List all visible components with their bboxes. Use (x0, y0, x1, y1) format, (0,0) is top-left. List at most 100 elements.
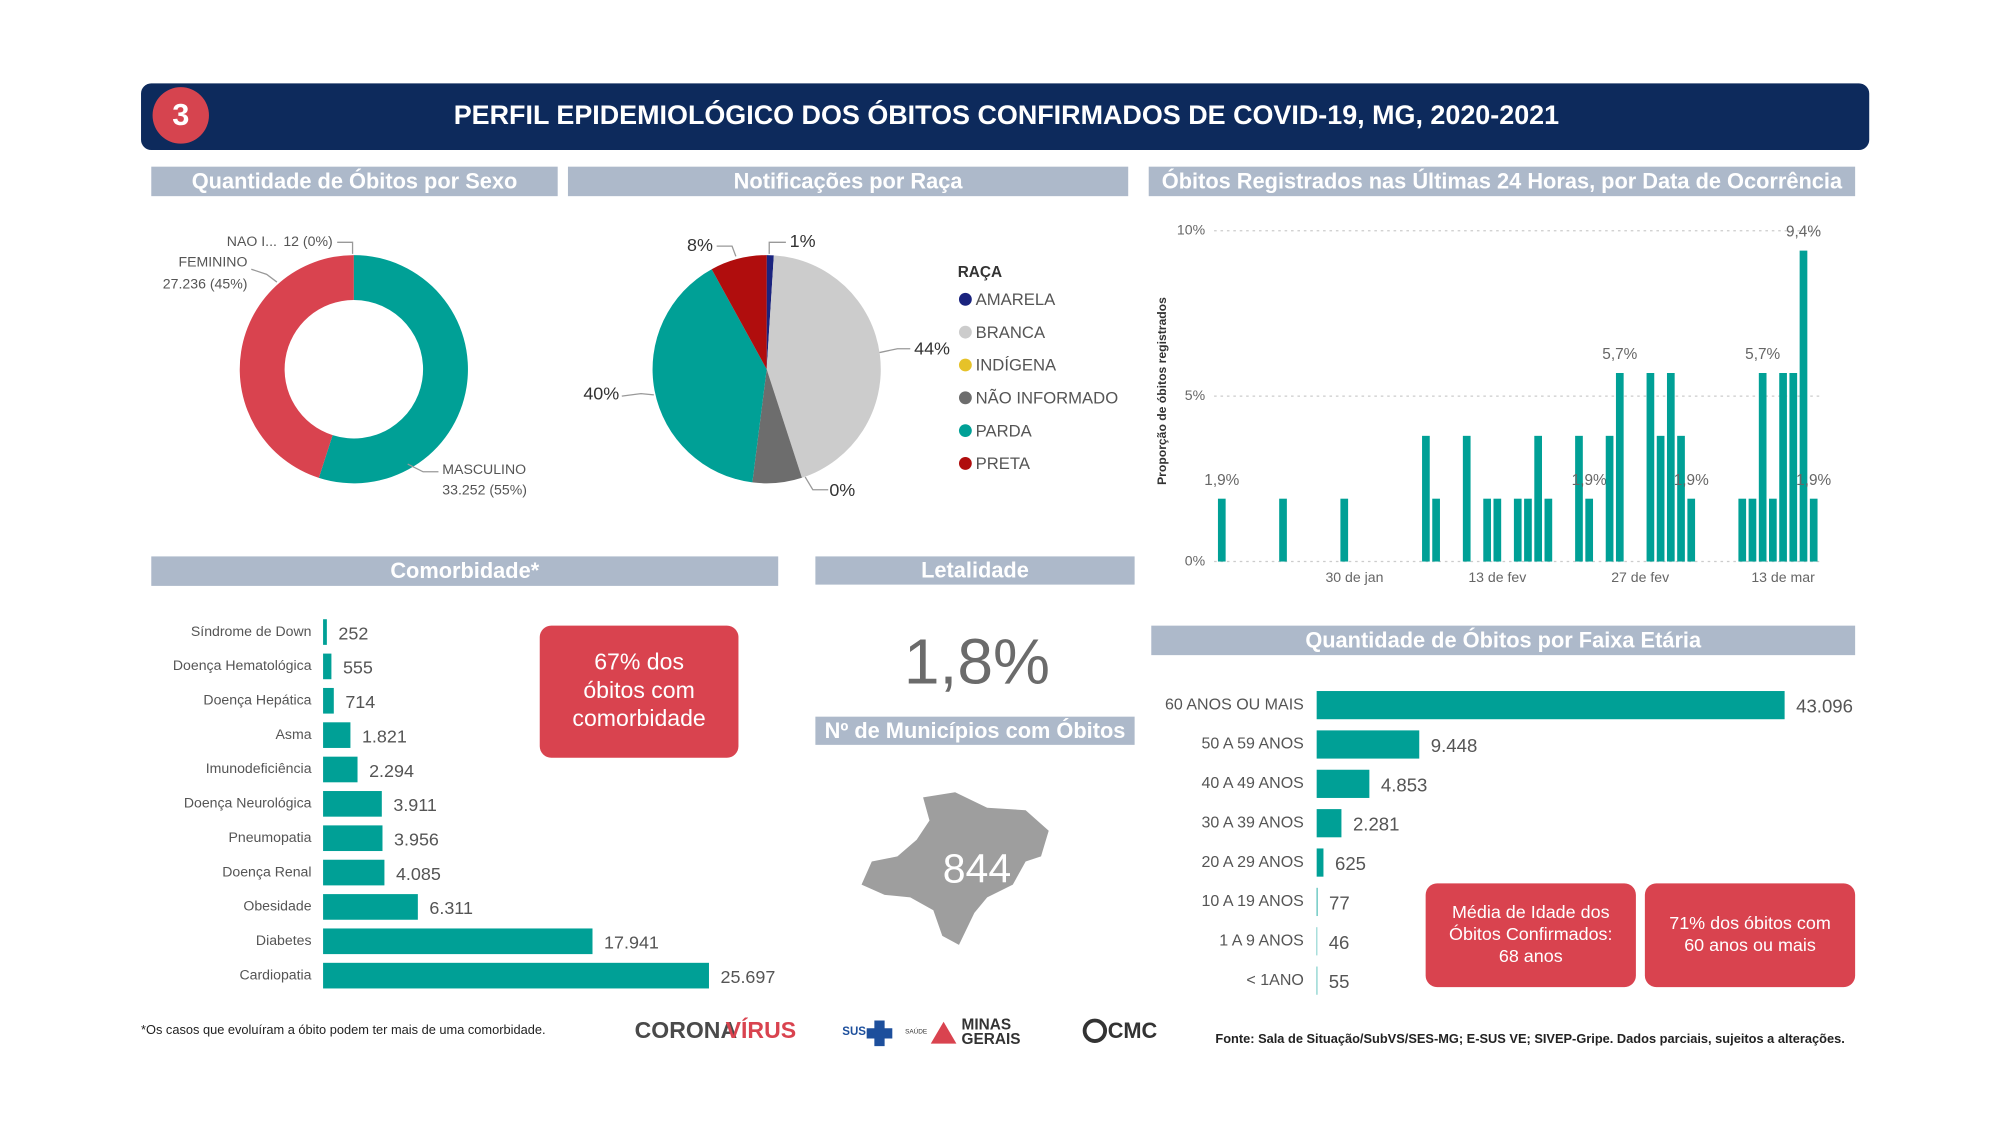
slice-label: 40% (583, 384, 619, 404)
bar (1316, 769, 1370, 798)
callout-box (539, 625, 739, 758)
bar-category: < 1ANO (1246, 971, 1303, 989)
panel-header (815, 556, 1135, 585)
data-label: 9,4% (1786, 224, 1821, 241)
panel-title: Comorbidade* (390, 558, 539, 583)
bar-category: Diabetes (256, 932, 312, 948)
kpi-letalidade: 1,8% (904, 626, 1050, 698)
panel-header (567, 166, 1129, 197)
callout-text: comorbidade (572, 705, 705, 731)
bar-category: Asma (276, 726, 312, 742)
leader-line (407, 463, 439, 473)
callout-text: 60 anos ou mais (1684, 935, 1816, 955)
bar (1422, 435, 1430, 562)
data-label: 5,7% (1745, 346, 1780, 363)
bar (323, 619, 327, 645)
x-tick-label: 30 de jan (1325, 569, 1383, 585)
slice-label: 33.252 (55%) (442, 482, 527, 498)
data-label: 55 (1329, 971, 1350, 992)
bar (1524, 498, 1532, 562)
bar (323, 859, 385, 886)
bar-category: 30 A 39 ANOS (1201, 813, 1303, 831)
slice-category: NAO I... (227, 233, 277, 249)
bar (1316, 966, 1318, 995)
logo-gerais: GERAIS (962, 1031, 1021, 1048)
slice-label: 44% (914, 339, 950, 359)
bar (323, 687, 334, 714)
bar (1493, 498, 1502, 562)
legend-title: RAÇA (958, 264, 1002, 281)
legend-swatch (958, 391, 972, 405)
data-label: 1,9% (1572, 472, 1607, 489)
header-number: 3 (172, 97, 189, 132)
kpi-municipios: 844 (943, 846, 1011, 892)
bar (1316, 848, 1324, 877)
pie-slice (239, 255, 354, 478)
slice-label: 8% (687, 235, 713, 255)
panel-header (151, 166, 558, 197)
bar (323, 825, 383, 852)
data-label: 714 (345, 692, 375, 712)
bar-category: Doença Hematológica (173, 657, 312, 673)
data-label: 2.294 (369, 761, 414, 781)
leader-line (621, 392, 654, 397)
bar (1585, 498, 1594, 562)
bar (323, 722, 351, 748)
data-label: 5,7% (1602, 346, 1637, 363)
bar (1809, 498, 1818, 562)
bar (323, 928, 593, 955)
leader-line (337, 241, 354, 254)
bar-category: Pneumopatia (228, 829, 311, 845)
bar (1432, 498, 1440, 562)
bar (1316, 809, 1342, 838)
bar-category: Síndrome de Down (191, 623, 312, 639)
x-tick-label: 13 de fev (1468, 569, 1526, 585)
logo-minas: MINAS (962, 1017, 1012, 1034)
bar (1483, 498, 1491, 562)
callout-text: Média de Idade dos (1452, 902, 1610, 922)
callout-box (1644, 883, 1856, 988)
leader-line (768, 241, 786, 254)
bar-category: Doença Hepática (203, 691, 311, 707)
panel-header (151, 556, 779, 586)
bar (1316, 730, 1420, 759)
bar (1779, 373, 1787, 562)
slice-label: 0% (829, 480, 855, 500)
bar (1646, 373, 1655, 562)
data-label: 3.911 (393, 795, 437, 815)
bar-category: Doença Neurológica (184, 795, 312, 811)
bar (1340, 498, 1349, 562)
bar-category: 50 A 59 ANOS (1201, 735, 1303, 753)
bar (1687, 498, 1696, 562)
data-label: 1,9% (1204, 472, 1239, 489)
data-label: 1,9% (1796, 472, 1831, 489)
bar-category: 20 A 29 ANOS (1201, 853, 1303, 871)
pie-slice (318, 255, 468, 484)
bar (1316, 887, 1318, 917)
bar (1217, 498, 1226, 562)
bar (1799, 250, 1808, 562)
bar (323, 653, 332, 680)
panel-title: Notificações por Raça (734, 168, 964, 193)
leader-line (879, 348, 911, 354)
bar (1605, 435, 1614, 562)
pie-slice (752, 369, 802, 484)
bar (323, 791, 382, 817)
legend-swatch (958, 424, 972, 438)
legend-label: INDÍGENA (976, 356, 1057, 375)
leader-line (716, 245, 737, 257)
slice-category: MASCULINO (442, 461, 526, 477)
pie-slice (711, 255, 767, 370)
callout-text: Óbitos Confirmados: (1449, 923, 1613, 944)
slice-label: 1% (790, 231, 816, 251)
bar (1544, 498, 1553, 562)
bar (1769, 498, 1777, 562)
data-label: 77 (1329, 892, 1350, 913)
panel-title: Óbitos Registrados nas Últimas 24 Horas,… (1162, 168, 1843, 193)
data-label: 555 (343, 658, 373, 678)
data-label: 17.941 (604, 933, 659, 953)
data-label: 46 (1329, 932, 1350, 953)
bar-category: Cardiopatia (239, 966, 311, 982)
y-tick-label: 0% (1185, 552, 1206, 568)
leader-line (804, 476, 829, 491)
